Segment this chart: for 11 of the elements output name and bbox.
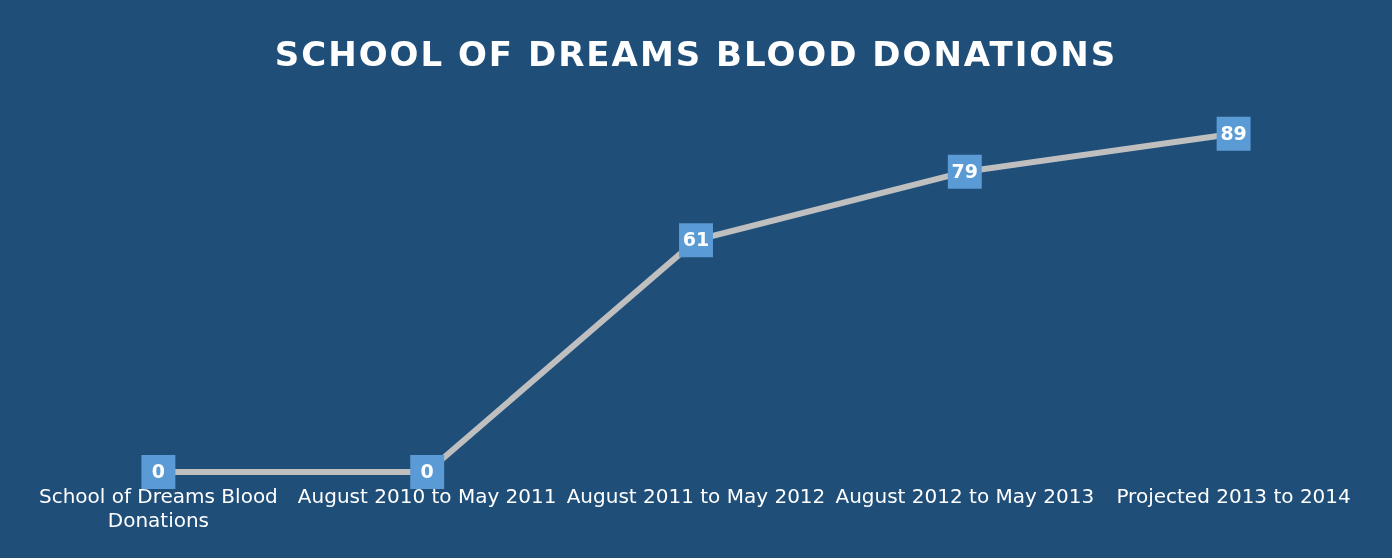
x-tick-label: August 2010 to May 2011 [297, 484, 557, 509]
x-tick-label: School of Dreams Blood Donations [38, 484, 278, 533]
data-label: 89 [1220, 121, 1247, 144]
data-label: 79 [951, 159, 979, 182]
chart-title: SCHOOL OF DREAMS BLOOD DONATIONS [273, 34, 1119, 74]
x-tick-label: Projected 2013 to 2014 [1116, 484, 1351, 509]
data-label: 0 [151, 459, 166, 482]
x-tick-label: August 2012 to May 2013 [835, 484, 1095, 509]
data-label: 61 [682, 228, 710, 251]
x-tick-label: August 2011 to May 2012 [566, 484, 826, 509]
data-label: 0 [420, 459, 434, 482]
